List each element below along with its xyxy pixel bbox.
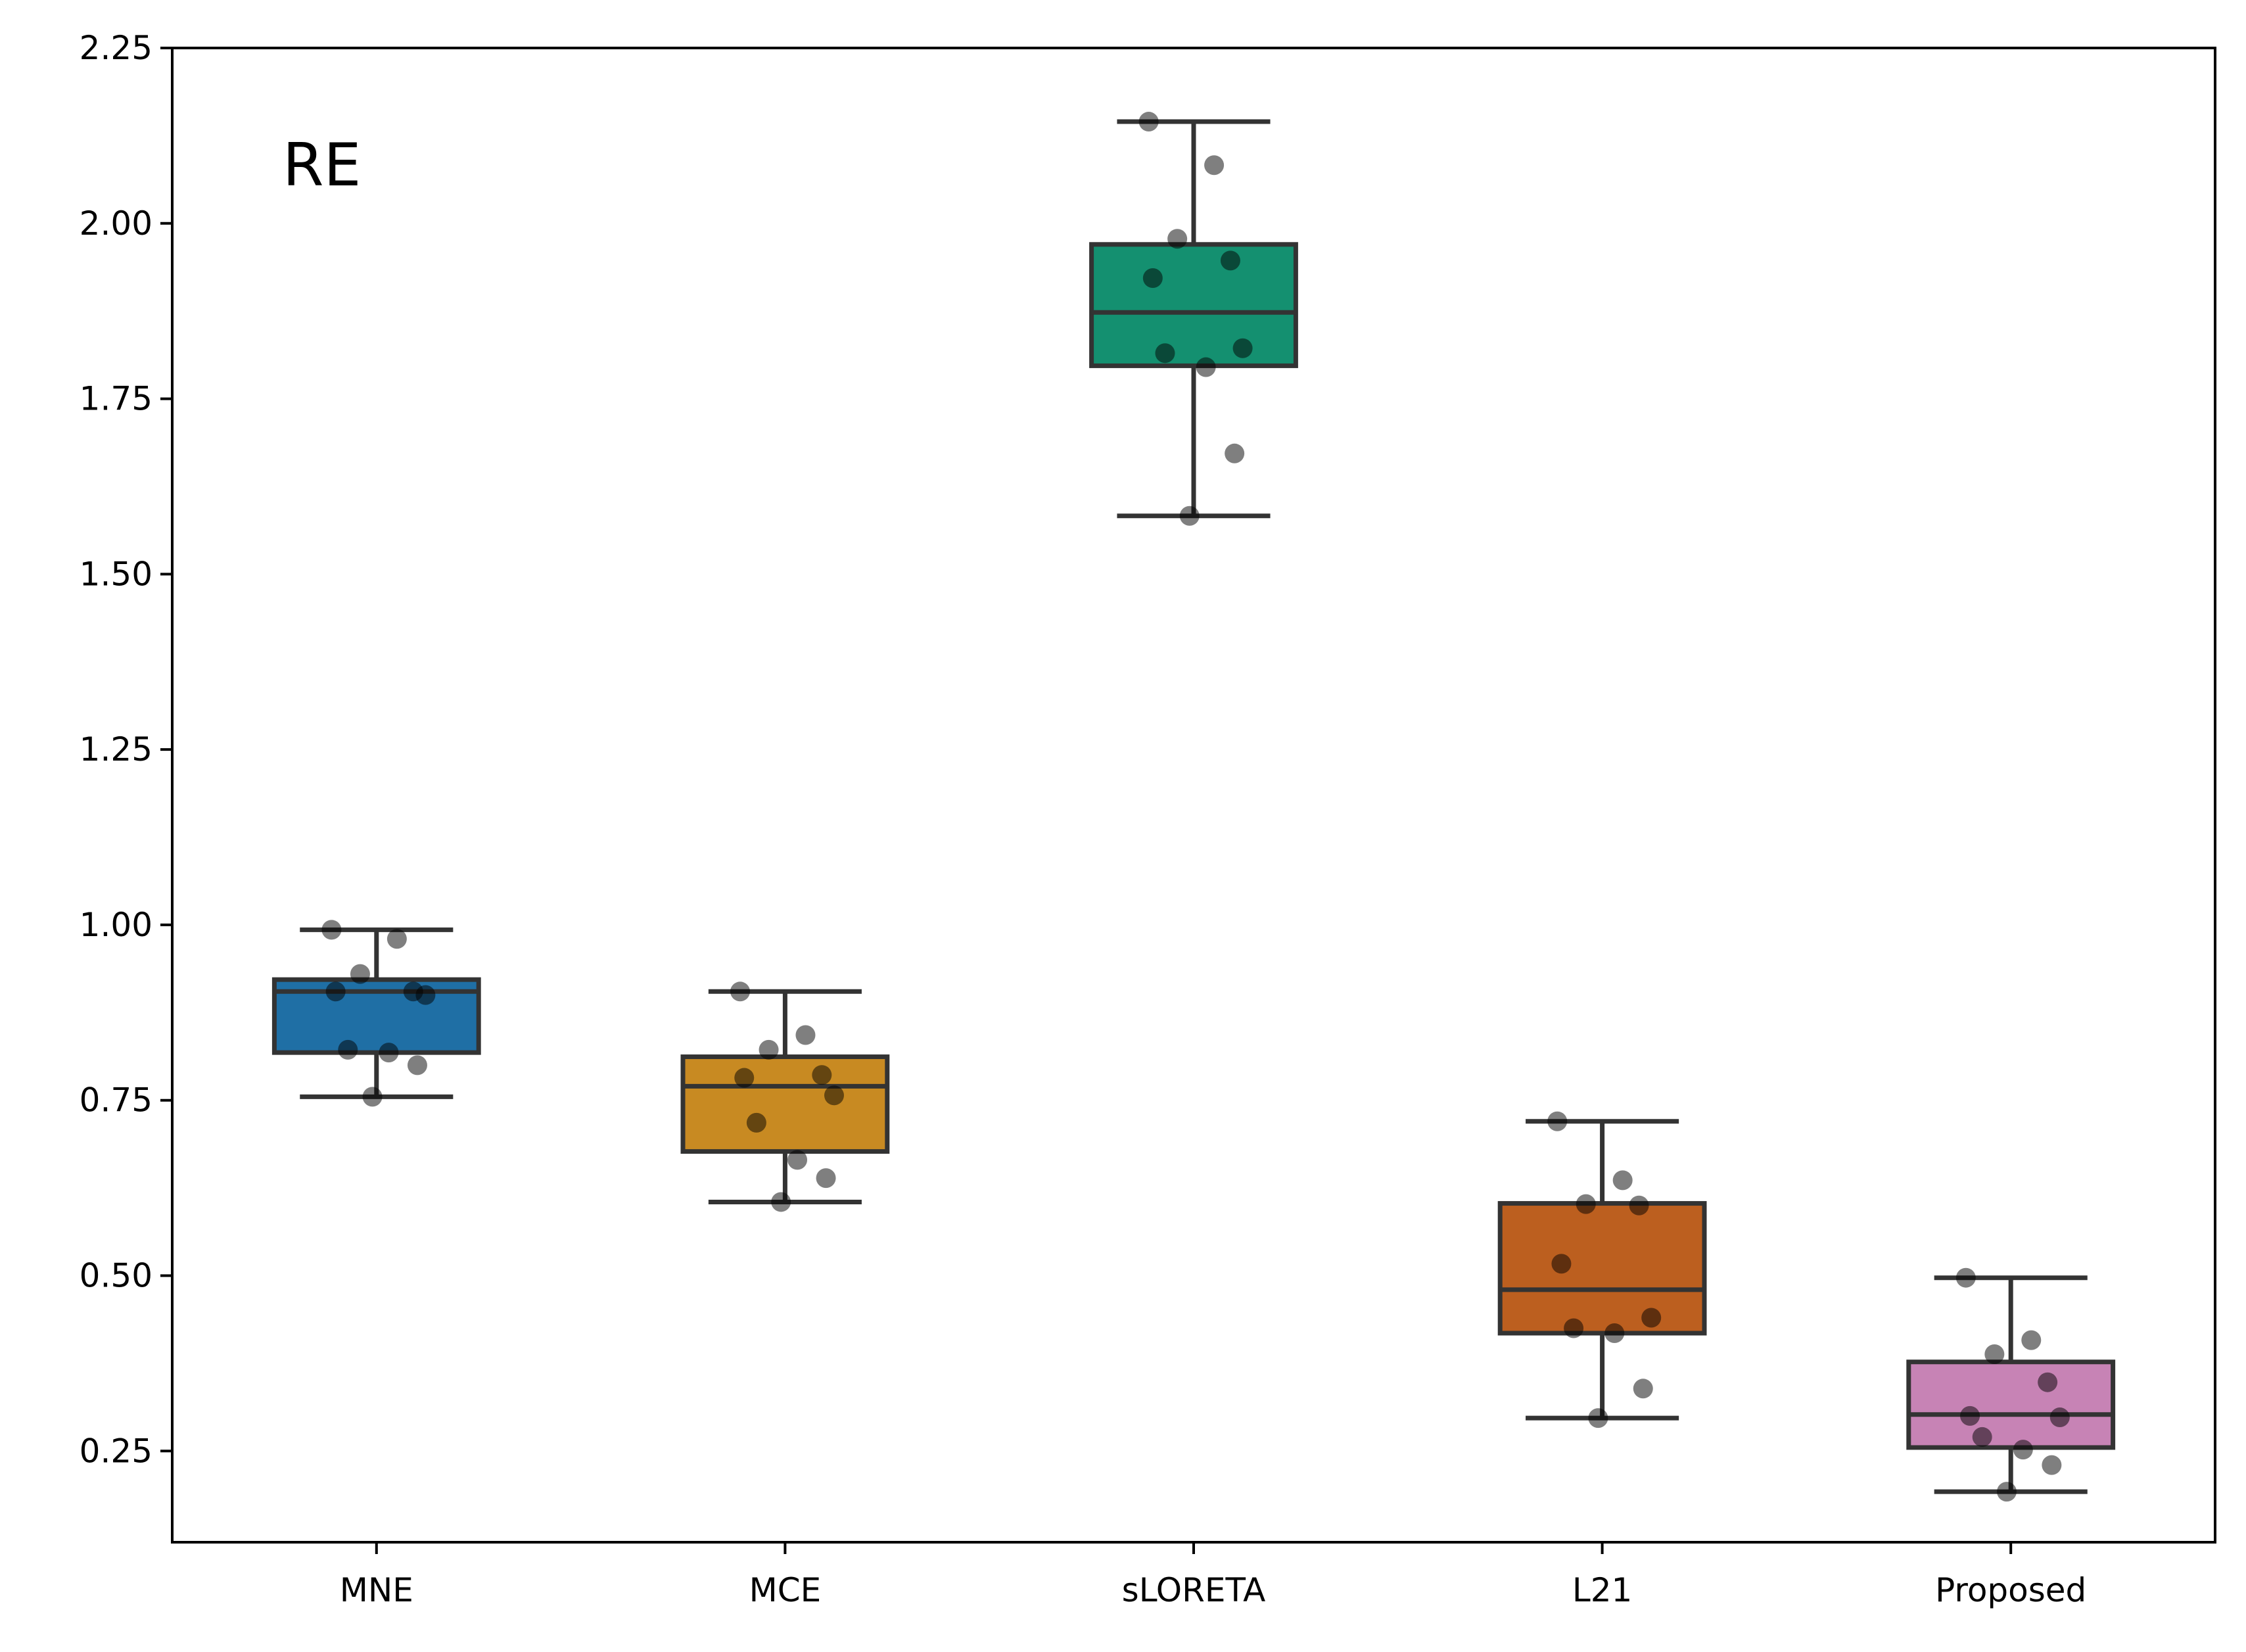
x-tick-label-proposed: Proposed — [1935, 1571, 2086, 1609]
box-body — [1906, 1359, 2116, 1450]
data-point — [325, 981, 346, 1002]
data-point — [1204, 155, 1225, 176]
box-body — [1497, 1201, 1707, 1336]
data-point — [824, 1085, 844, 1106]
y-tick-label: 1.75 — [80, 380, 152, 418]
data-point — [1551, 1254, 1572, 1274]
y-tick-label: 0.25 — [80, 1432, 152, 1470]
y-tick-label: 1.00 — [80, 906, 152, 944]
data-point — [415, 985, 436, 1005]
data-point — [1604, 1323, 1625, 1343]
y-tick-label: 2.25 — [80, 29, 152, 67]
data-point — [1155, 343, 1175, 364]
data-point — [816, 1168, 836, 1189]
x-tick-label-l21: L21 — [1572, 1571, 1632, 1609]
data-point — [1629, 1195, 1649, 1215]
y-tick-label: 1.50 — [80, 555, 152, 593]
data-point — [795, 1025, 816, 1045]
box-mce — [680, 989, 890, 1204]
data-point — [362, 1087, 383, 1107]
data-point — [1641, 1308, 1662, 1328]
data-point — [2021, 1330, 2042, 1350]
data-point — [734, 1068, 755, 1088]
chart-annotation: RE — [283, 131, 361, 200]
data-point — [812, 1065, 832, 1085]
data-point — [1220, 250, 1240, 271]
data-point — [787, 1150, 808, 1170]
data-point — [759, 1039, 779, 1060]
x-tick-label-sloreta: sLORETA — [1122, 1571, 1266, 1609]
y-tick-label: 0.50 — [80, 1256, 152, 1294]
data-point — [379, 1043, 399, 1063]
data-point — [771, 1192, 791, 1212]
data-point — [1167, 229, 1188, 249]
data-point — [1564, 1318, 1584, 1338]
box-sloreta — [1089, 119, 1298, 519]
y-tick-label: 0.75 — [80, 1081, 152, 1120]
data-point — [321, 920, 342, 940]
data-point — [1588, 1408, 1608, 1428]
data-point — [2013, 1440, 2033, 1460]
data-point — [1633, 1379, 1653, 1399]
data-point — [2049, 1407, 2070, 1428]
x-axis: MNE MCE sLORETA L21 Proposed — [340, 1542, 2086, 1609]
data-point — [1547, 1111, 1568, 1131]
x-tick-label-mne: MNE — [340, 1571, 413, 1609]
data-point — [1955, 1267, 1976, 1288]
box-l21 — [1497, 1119, 1707, 1421]
data-point — [1576, 1194, 1596, 1214]
data-point — [730, 981, 751, 1002]
points-layer — [321, 112, 2070, 1502]
data-point — [1232, 338, 1253, 358]
data-point — [1972, 1427, 1992, 1447]
y-tick-label: 1.25 — [80, 730, 152, 768]
data-point — [2038, 1372, 2058, 1392]
x-tick-label-mce: MCE — [749, 1571, 822, 1609]
data-point — [1960, 1405, 1980, 1426]
data-point — [350, 964, 370, 984]
box-body — [680, 1054, 890, 1154]
data-point — [1612, 1170, 1633, 1191]
data-point — [1225, 443, 1245, 463]
y-axis: 0.25 0.50 0.75 1.00 1.25 1.50 1.75 2.00 2.25 — [80, 29, 172, 1470]
data-point — [1996, 1482, 2017, 1502]
y-tick-label: 2.00 — [80, 204, 152, 243]
box-body — [1089, 242, 1298, 368]
data-point — [1138, 112, 1159, 132]
data-point — [386, 929, 407, 949]
data-point — [407, 1055, 427, 1075]
data-point — [1179, 506, 1200, 526]
data-point — [1142, 268, 1163, 289]
data-point — [338, 1039, 358, 1060]
box-proposed — [1906, 1275, 2116, 1494]
data-point — [746, 1112, 766, 1133]
data-point — [2042, 1455, 2062, 1475]
data-point — [1984, 1344, 2005, 1365]
data-point — [1196, 357, 1216, 377]
boxes-layer — [271, 119, 2116, 1494]
